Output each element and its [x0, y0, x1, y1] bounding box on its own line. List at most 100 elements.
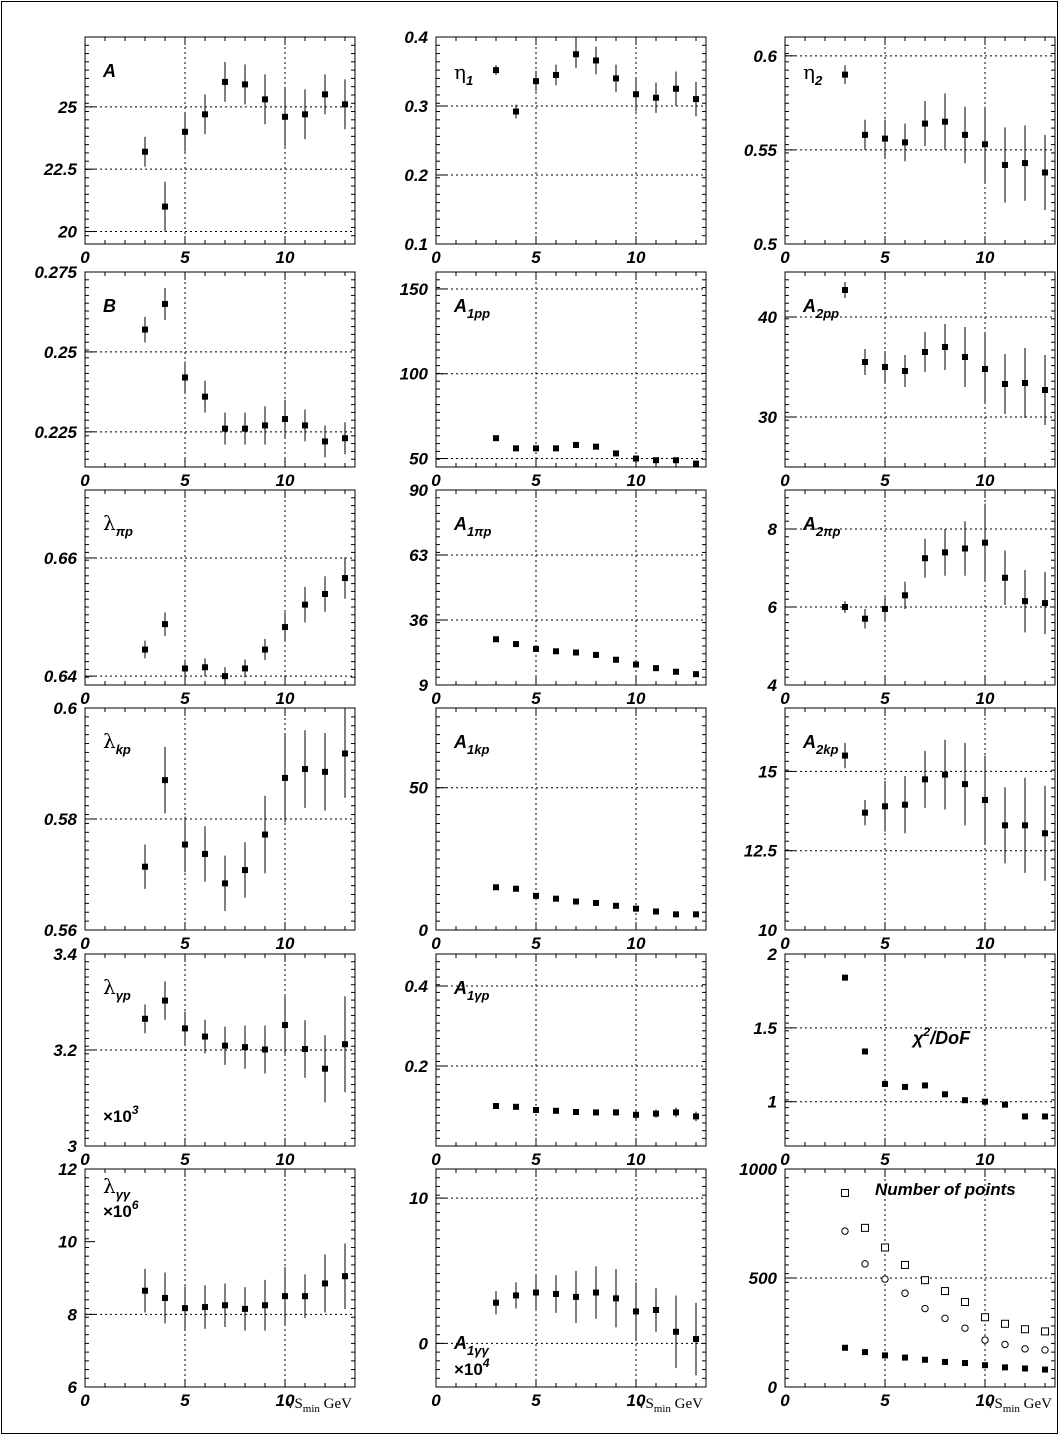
- data-point: [342, 1041, 348, 1048]
- data-point: [1042, 387, 1048, 393]
- data-point: [533, 1289, 539, 1296]
- y-tick-label: 3: [68, 1137, 78, 1156]
- y-tick-label: 0: [419, 1334, 429, 1353]
- panel-p5: 50 100 150 0 5 10 A1pp: [400, 271, 707, 490]
- data-point: [673, 1109, 679, 1116]
- data-point: [162, 997, 168, 1004]
- data-point: [262, 1046, 268, 1053]
- panel-label: χ2/DoF: [911, 1025, 971, 1048]
- scale-note: ×104: [454, 1356, 490, 1379]
- plot-frame: [84, 271, 356, 468]
- data-point: [533, 645, 539, 652]
- panel-p2: 0.1 0.2 0.3 0.4 0 5 10 η1: [404, 28, 707, 267]
- y-tick-label: 6: [68, 1378, 78, 1397]
- data-point: [553, 1290, 559, 1297]
- data-point: [922, 120, 928, 127]
- data-point: [553, 895, 559, 902]
- y-tick-label: 0: [768, 1378, 778, 1397]
- data-point: [282, 416, 288, 423]
- data-point: [882, 135, 888, 142]
- y-tick-label: 0.6: [53, 699, 77, 718]
- panel-label: A1γγ: [453, 1333, 489, 1358]
- x-tick-label: 10: [976, 248, 995, 267]
- data-point: [861, 1223, 869, 1232]
- x-tick-label: 0: [780, 248, 790, 267]
- data-point: [573, 1109, 579, 1115]
- data-point: [513, 108, 519, 115]
- data-point: [613, 1109, 619, 1116]
- data-point: [202, 1304, 208, 1311]
- data-point: [1002, 381, 1008, 387]
- data-point: [613, 902, 619, 909]
- plot-frame: [435, 1168, 707, 1388]
- data-point: [573, 898, 579, 905]
- data-point: [633, 455, 639, 462]
- data-point: [573, 649, 579, 656]
- data-point: [962, 354, 968, 360]
- panel-label: B: [103, 296, 116, 316]
- plot-frame: [784, 36, 1056, 245]
- data-point: [1021, 1345, 1029, 1353]
- data-point: [921, 1276, 929, 1285]
- data-point: [222, 1302, 228, 1309]
- data-point: [533, 78, 539, 85]
- data-point: [142, 1015, 148, 1022]
- data-point: [242, 81, 248, 88]
- y-tick-label: 0.56: [44, 921, 78, 940]
- panel-label: λγγ: [103, 1174, 131, 1202]
- plot-frame: [784, 953, 1056, 1147]
- y-tick-label: 100: [400, 365, 429, 384]
- y-tick-label: 8: [768, 520, 778, 539]
- data-point: [1022, 160, 1028, 167]
- x-tick-label: 0: [431, 471, 441, 490]
- x-tick-label: 0: [431, 934, 441, 953]
- data-point: [573, 441, 579, 448]
- data-point: [222, 425, 228, 432]
- data-point: [941, 1287, 949, 1296]
- data-point: [613, 75, 619, 82]
- data-point: [1022, 380, 1028, 386]
- data-point: [342, 575, 348, 582]
- data-point: [322, 91, 328, 98]
- data-point: [242, 1305, 248, 1312]
- data-point: [902, 801, 908, 808]
- panel-label: A1πp: [453, 514, 491, 539]
- x-tick-label: 5: [880, 1391, 890, 1410]
- x-tick-label: 0: [431, 248, 441, 267]
- x-tick-label: 10: [627, 248, 646, 267]
- data-point: [862, 359, 868, 365]
- y-tick-label: 0.4: [404, 28, 428, 47]
- data-point: [202, 111, 208, 118]
- x-tick-label: 5: [180, 1150, 190, 1169]
- data-point: [1022, 1113, 1028, 1120]
- data-point: [862, 809, 868, 816]
- y-tick-label: 0.1: [404, 235, 428, 254]
- y-tick-label: 9: [419, 676, 429, 695]
- data-point: [673, 1328, 679, 1335]
- y-tick-label: 1.5: [753, 1019, 777, 1038]
- data-point: [573, 51, 579, 58]
- data-point: [242, 665, 248, 672]
- data-point: [901, 1260, 909, 1269]
- y-tick-label: 50: [409, 779, 428, 798]
- data-point: [302, 601, 308, 608]
- data-point: [842, 974, 848, 981]
- data-point: [881, 1275, 889, 1283]
- panel-label: Number of points: [875, 1180, 1016, 1199]
- data-point: [922, 555, 928, 562]
- x-tick-label: 5: [531, 1391, 541, 1410]
- y-tick-label: 22.5: [43, 160, 78, 179]
- data-point: [493, 884, 499, 891]
- data-point: [1042, 600, 1048, 607]
- data-point: [1042, 830, 1048, 837]
- data-point: [342, 750, 348, 757]
- data-point: [881, 1243, 889, 1252]
- scale-note: ×106: [103, 1198, 139, 1221]
- panel-label: η1: [454, 60, 473, 88]
- data-point: [942, 1091, 948, 1098]
- y-tick-label: 2: [767, 945, 778, 964]
- x-tick-label: 0: [780, 934, 790, 953]
- data-point: [693, 1113, 699, 1120]
- data-point: [633, 1308, 639, 1315]
- x-tick-label: 5: [880, 1150, 890, 1169]
